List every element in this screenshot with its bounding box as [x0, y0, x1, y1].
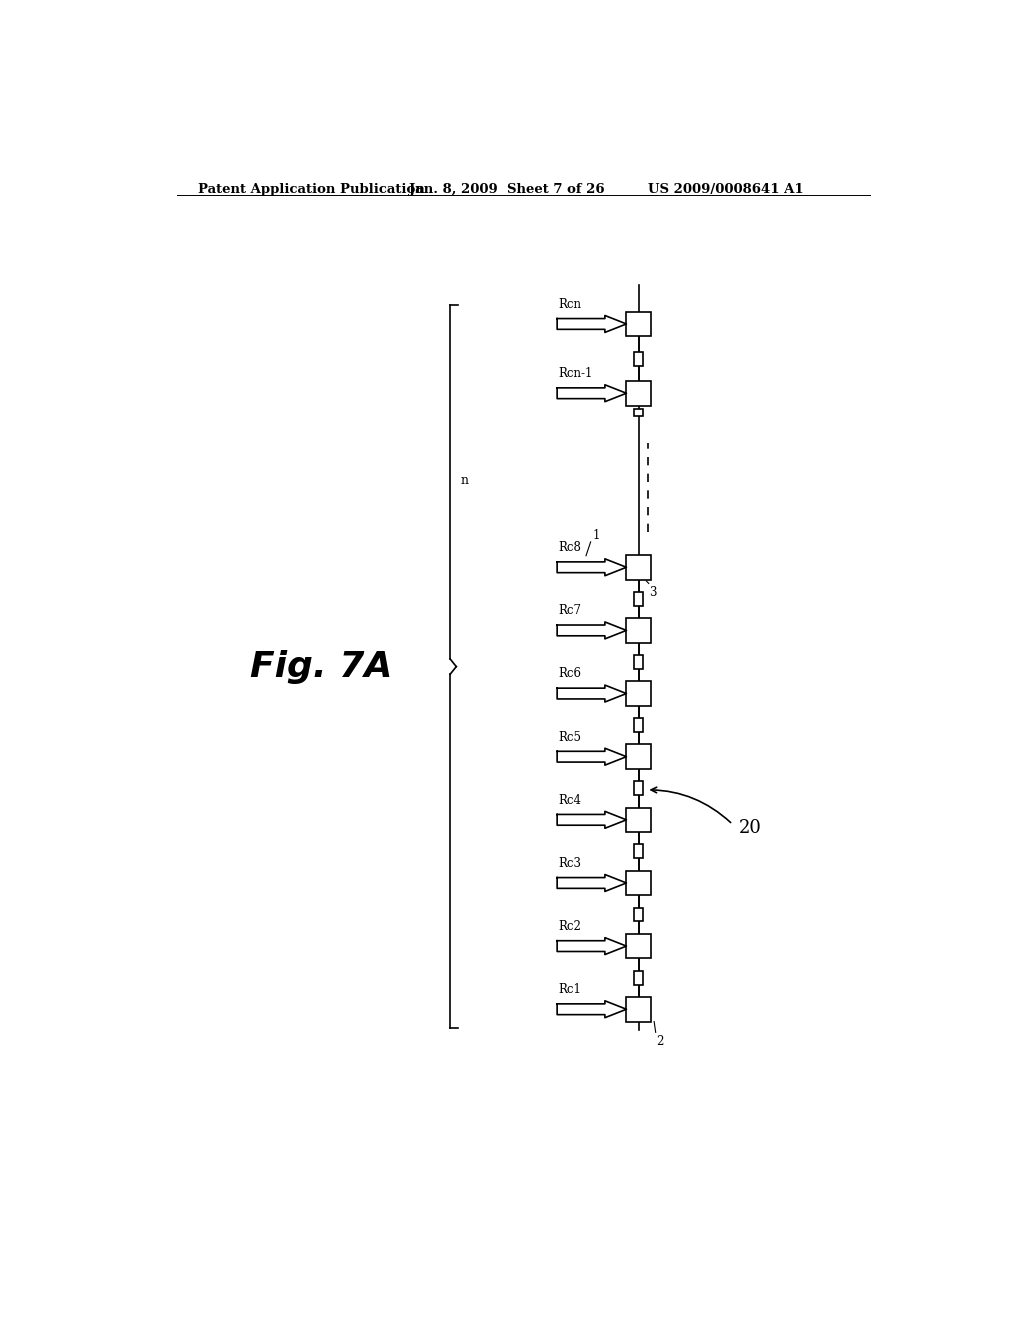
Text: Patent Application Publication: Patent Application Publication	[199, 183, 425, 197]
Text: Fig. 7A: Fig. 7A	[250, 649, 392, 684]
Bar	[634, 351, 643, 366]
Bar	[627, 933, 651, 958]
Text: n: n	[461, 474, 469, 487]
Bar	[634, 655, 643, 669]
Text: Rc6: Rc6	[559, 668, 582, 681]
Bar	[627, 681, 651, 706]
Bar	[634, 781, 643, 795]
Text: 20: 20	[739, 820, 762, 837]
Text: Rcn: Rcn	[559, 298, 582, 312]
Bar	[634, 409, 643, 416]
Bar	[634, 908, 643, 921]
Bar	[627, 997, 651, 1022]
Bar	[627, 312, 651, 337]
Bar	[634, 591, 643, 606]
Bar	[627, 744, 651, 770]
Text: Rc1: Rc1	[559, 983, 582, 997]
Text: 2: 2	[655, 1035, 664, 1048]
Bar	[634, 718, 643, 733]
Text: US 2009/0008641 A1: US 2009/0008641 A1	[648, 183, 804, 197]
Text: Rcn-1: Rcn-1	[559, 367, 593, 380]
Bar	[634, 845, 643, 858]
Text: Rc7: Rc7	[559, 605, 582, 618]
Text: Jan. 8, 2009  Sheet 7 of 26: Jan. 8, 2009 Sheet 7 of 26	[410, 183, 605, 197]
Bar	[627, 554, 651, 579]
Bar	[627, 871, 651, 895]
Text: 1: 1	[592, 529, 599, 543]
Text: Rc3: Rc3	[559, 857, 582, 870]
Bar	[634, 970, 643, 985]
Text: Rc5: Rc5	[559, 730, 582, 743]
Bar	[627, 808, 651, 832]
Text: 3: 3	[649, 586, 656, 599]
Bar	[627, 381, 651, 405]
Bar	[627, 618, 651, 643]
Text: Rc8: Rc8	[559, 541, 582, 554]
Text: Rc2: Rc2	[559, 920, 582, 933]
Text: Rc4: Rc4	[559, 793, 582, 807]
